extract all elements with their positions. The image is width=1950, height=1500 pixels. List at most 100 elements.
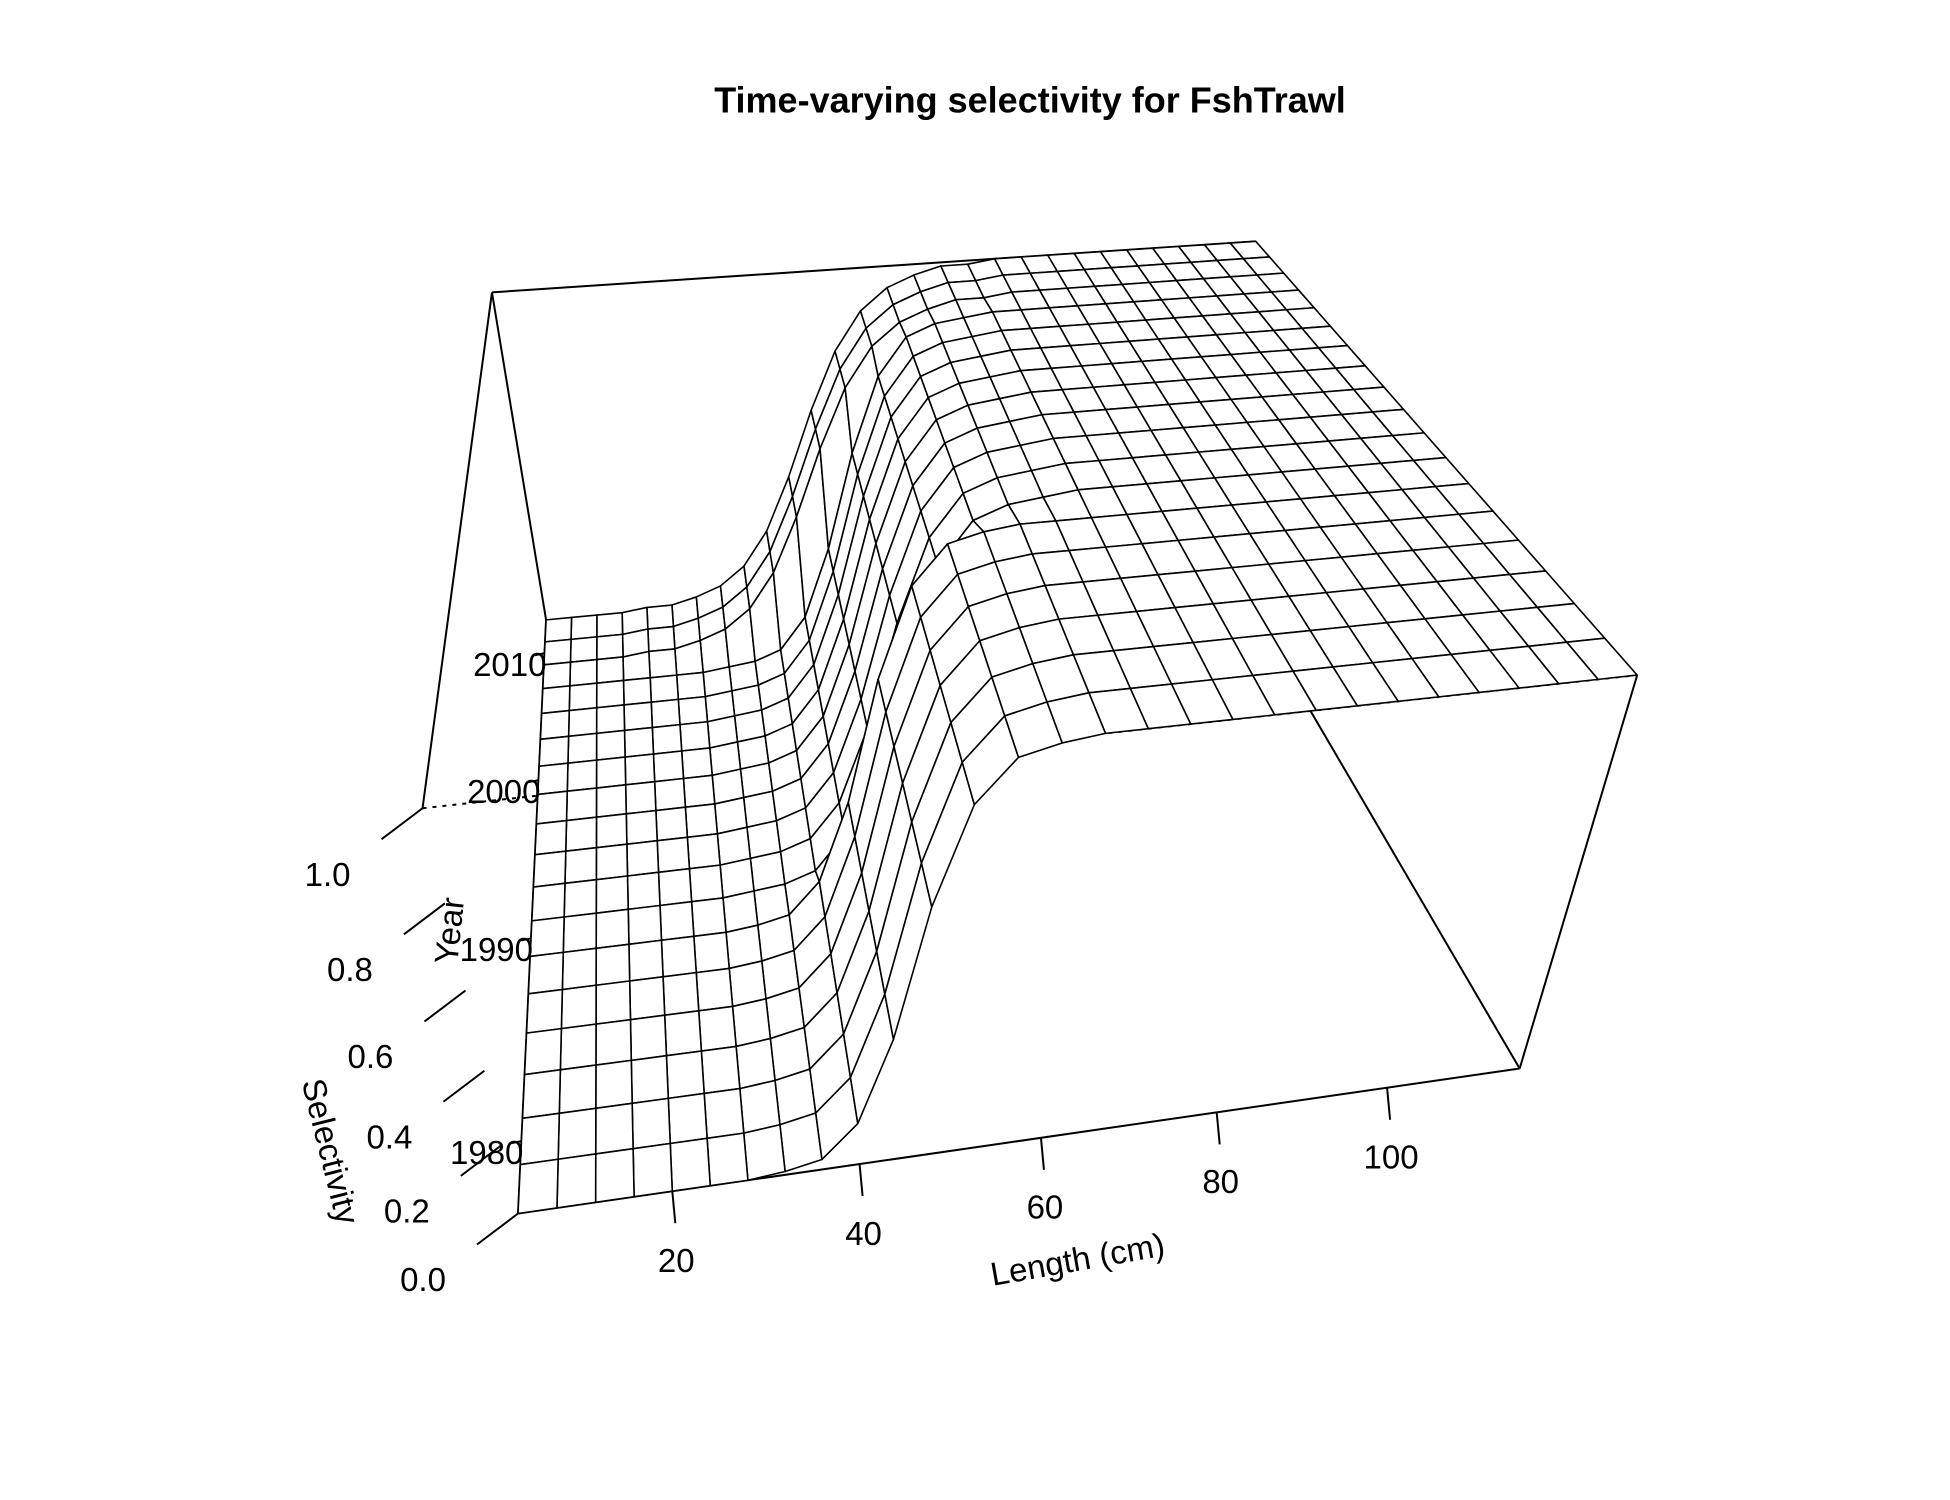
surface-cell [531, 882, 566, 922]
z-tick [423, 989, 467, 1023]
surface-cell [657, 867, 693, 907]
surface-cell [628, 975, 666, 1021]
surface-cell [656, 836, 691, 874]
z-tick-label: 0.8 [327, 951, 373, 988]
x-tick-label: 20 [658, 1242, 695, 1279]
surface-cell [595, 1059, 633, 1110]
surface-cell [563, 878, 598, 918]
surface-cell [595, 704, 626, 735]
z-tick [476, 1212, 519, 1246]
surface-cell [655, 806, 689, 842]
y-tick [520, 937, 532, 942]
surface-cell [632, 1142, 674, 1198]
y-tick-label: 1980 [450, 1134, 523, 1171]
surface-cell [630, 1054, 670, 1105]
x-tick-label: 60 [1027, 1189, 1064, 1226]
surface-cell [519, 1112, 561, 1166]
surface-cell [688, 864, 724, 903]
chart-title: Time-varying selectivity for FshTrawl [714, 80, 1346, 121]
surface-cell [677, 695, 709, 726]
y-tick [528, 779, 539, 784]
surface-cell [697, 1005, 737, 1052]
surface-cell [568, 682, 598, 712]
box-edge [1518, 674, 1639, 1069]
x-tick-label: 40 [845, 1215, 882, 1252]
surface-cell [649, 674, 680, 703]
surface-cell [628, 939, 664, 982]
x-tick-label: 100 [1364, 1138, 1419, 1175]
surface-cell [700, 1045, 741, 1095]
surface-cell [647, 625, 676, 653]
surface-cell [539, 709, 571, 741]
surface-cell [706, 1132, 749, 1187]
surface-cell [538, 735, 570, 768]
surface-cell [565, 787, 598, 822]
surface-cell [532, 850, 567, 888]
x-tick [858, 1163, 864, 1197]
surface-cell [739, 1079, 781, 1134]
surface-cell [521, 1069, 562, 1120]
surface-cell [626, 839, 660, 877]
surface-cell [624, 780, 657, 815]
surface-cell [534, 819, 568, 856]
surface-cell [690, 897, 727, 938]
surface-cell [540, 685, 571, 715]
surface-cell [626, 871, 661, 911]
surface-cell [684, 803, 719, 839]
z-tick-label: 1.0 [305, 856, 351, 893]
z-tick-label: 0.0 [400, 1261, 446, 1298]
surface-cell [624, 753, 656, 786]
surface-cell [595, 679, 625, 709]
surface-cell [595, 1018, 633, 1066]
surface-cell [659, 900, 695, 942]
surface-cell [648, 648, 678, 679]
surface-cell [650, 698, 681, 729]
surface-cell [675, 671, 707, 701]
surface-cell [561, 947, 598, 991]
surface-cell [569, 658, 598, 687]
surface-cell [544, 616, 573, 643]
surface-cell [623, 701, 654, 732]
surface-cell [1003, 701, 1063, 759]
x-tick [1215, 1112, 1221, 1145]
surface-cell [682, 774, 716, 809]
surface-cell [625, 809, 659, 846]
surface-cell [567, 706, 598, 738]
box-edge [490, 292, 548, 621]
surface-cell [595, 875, 630, 914]
surface-cell [646, 604, 675, 630]
surface-cell [623, 726, 655, 758]
surface-cell [595, 756, 627, 789]
surface-cell [595, 656, 625, 684]
surface-cell [686, 833, 721, 870]
surface-cell [622, 676, 653, 706]
surface-cell [595, 843, 629, 881]
surface-cell [525, 988, 564, 1034]
surface-cell [679, 720, 711, 752]
x-tick [1039, 1137, 1045, 1170]
surface-cell [631, 1097, 672, 1150]
surface-cell [594, 1102, 634, 1155]
surface-cell [529, 916, 565, 958]
surface-cell [622, 650, 652, 682]
surface-cell [558, 1064, 597, 1115]
surface-cell [543, 638, 572, 666]
surface-cell [662, 971, 700, 1017]
x-tick-label: 80 [1202, 1163, 1239, 1200]
surface-cell [535, 790, 569, 825]
surface-cell [556, 1153, 597, 1209]
surface-cell [559, 1023, 597, 1071]
z-tick-label: 0.6 [348, 1038, 394, 1075]
surface-cell [595, 943, 631, 987]
surface-cell [652, 750, 685, 783]
surface-cell [680, 747, 714, 780]
surface-cell [569, 636, 598, 663]
z-tick [403, 902, 446, 936]
surface-cell [557, 1107, 597, 1161]
z-tick-label: 0.4 [366, 1118, 412, 1155]
surface-cell [562, 912, 598, 954]
surface-cell [629, 1014, 668, 1062]
surface-cell [542, 661, 572, 690]
surface-cell [567, 732, 598, 764]
